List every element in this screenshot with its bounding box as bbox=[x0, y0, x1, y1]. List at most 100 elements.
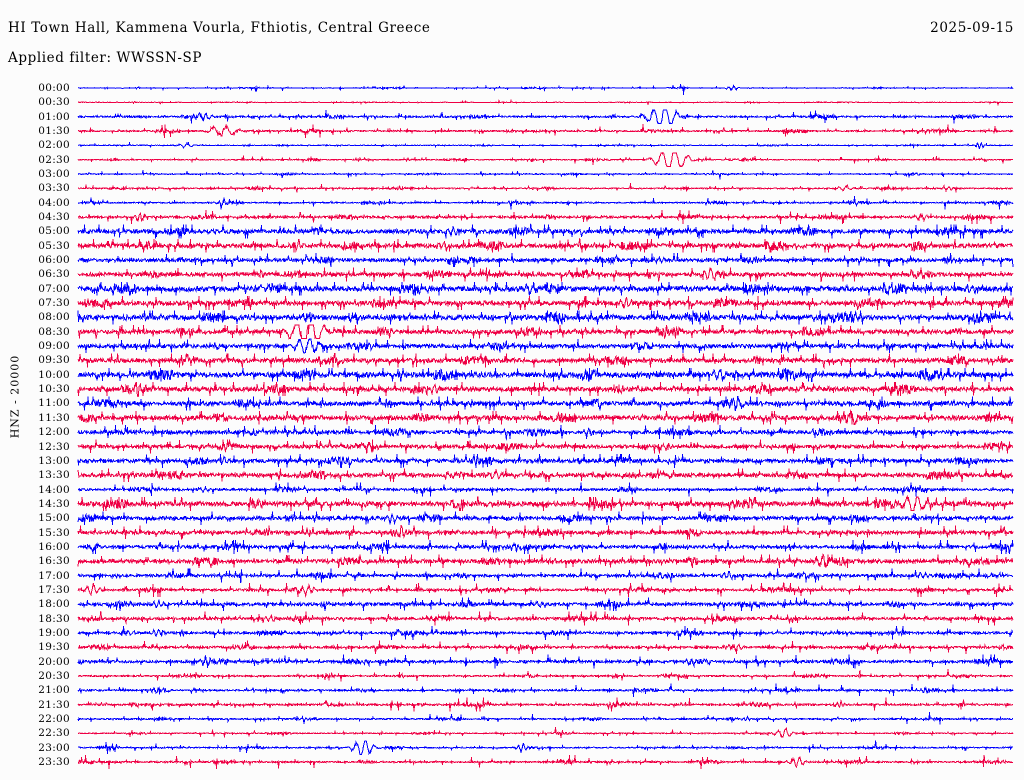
seismic-trace bbox=[77, 495, 1014, 512]
time-label-0300: 03:00 bbox=[38, 168, 70, 181]
seismic-trace bbox=[77, 610, 1014, 626]
time-label-0900: 09:00 bbox=[38, 340, 70, 353]
time-label-0000: 00:00 bbox=[38, 82, 70, 94]
time-label-2030: 20:30 bbox=[38, 669, 70, 682]
record-date: 2025-09-15 bbox=[930, 20, 1014, 36]
seismic-trace bbox=[77, 281, 1014, 296]
seismic-trace bbox=[77, 726, 1014, 739]
seismic-trace bbox=[77, 223, 1014, 239]
time-label-0830: 08:30 bbox=[38, 325, 70, 338]
time-label-0230: 02:30 bbox=[38, 153, 70, 166]
time-label-1000: 10:00 bbox=[38, 368, 70, 381]
seismic-trace bbox=[77, 183, 1014, 193]
time-label-1630: 16:30 bbox=[38, 555, 70, 568]
seismic-trace bbox=[77, 524, 1014, 540]
seismic-trace bbox=[77, 539, 1014, 554]
time-label-1900: 19:00 bbox=[38, 626, 70, 639]
time-label-2100: 21:00 bbox=[38, 684, 70, 697]
seismic-trace bbox=[77, 625, 1014, 640]
seismic-trace bbox=[77, 123, 1014, 138]
time-label-1200: 12:00 bbox=[38, 426, 70, 439]
seismic-trace bbox=[77, 683, 1014, 698]
page-title: HI Town Hall, Kammena Vourla, Fthiotis, … bbox=[8, 20, 431, 36]
time-label-1400: 14:00 bbox=[38, 483, 70, 496]
applied-filter-label: Applied filter: WWSSN-SP bbox=[8, 50, 203, 66]
seismic-trace bbox=[77, 382, 1014, 398]
time-label-2000: 20:00 bbox=[38, 655, 70, 668]
time-label-0630: 06:30 bbox=[38, 268, 70, 281]
seismic-trace bbox=[77, 654, 1014, 669]
seismic-trace bbox=[77, 338, 1014, 354]
time-label-0730: 07:30 bbox=[38, 297, 70, 310]
time-label-0600: 06:00 bbox=[38, 254, 70, 267]
time-label-0530: 05:30 bbox=[38, 239, 70, 252]
time-label-0500: 05:00 bbox=[38, 225, 70, 238]
time-label-1130: 11:30 bbox=[38, 411, 70, 424]
time-label-1100: 11:00 bbox=[38, 397, 70, 410]
time-label-1800: 18:00 bbox=[38, 598, 70, 611]
seismic-trace bbox=[77, 553, 1014, 569]
time-label-1830: 18:30 bbox=[38, 612, 70, 625]
seismic-trace bbox=[77, 210, 1014, 224]
time-label-1930: 19:30 bbox=[38, 641, 70, 654]
time-label-0100: 01:00 bbox=[38, 110, 70, 123]
seismic-trace bbox=[77, 353, 1014, 370]
seismic-trace bbox=[77, 511, 1014, 526]
seismic-trace bbox=[77, 755, 1014, 769]
seismic-trace bbox=[77, 310, 1014, 325]
seismic-trace bbox=[77, 453, 1014, 468]
time-label-2130: 21:30 bbox=[38, 698, 70, 711]
time-label-0700: 07:00 bbox=[38, 282, 70, 295]
seismic-trace bbox=[77, 237, 1014, 253]
seismic-trace bbox=[77, 425, 1014, 441]
seismic-trace bbox=[77, 98, 1014, 106]
seismic-trace bbox=[77, 597, 1014, 612]
time-label-2300: 23:00 bbox=[38, 741, 70, 754]
time-label-0200: 02:00 bbox=[38, 139, 70, 152]
time-label-2330: 23:30 bbox=[38, 755, 70, 768]
time-label-1530: 15:30 bbox=[38, 526, 70, 539]
time-label-0130: 01:30 bbox=[38, 125, 70, 138]
seismic-trace bbox=[77, 740, 1014, 756]
seismic-trace bbox=[77, 267, 1014, 283]
time-label-0030: 00:30 bbox=[38, 96, 70, 109]
seismic-trace bbox=[77, 582, 1014, 598]
time-label-1300: 13:00 bbox=[38, 454, 70, 467]
time-label-1230: 12:30 bbox=[38, 440, 70, 453]
time-label-1700: 17:00 bbox=[38, 569, 70, 582]
seismic-trace bbox=[77, 195, 1014, 210]
seismic-trace bbox=[77, 697, 1014, 712]
seismic-trace bbox=[77, 409, 1014, 426]
seismic-trace bbox=[77, 170, 1014, 180]
seismic-trace bbox=[77, 482, 1014, 497]
time-label-1030: 10:30 bbox=[38, 383, 70, 396]
seismic-trace bbox=[77, 83, 1014, 95]
time-label-2200: 22:00 bbox=[38, 712, 70, 725]
time-label-1500: 15:00 bbox=[38, 512, 70, 525]
time-label-0930: 09:30 bbox=[38, 354, 70, 367]
seismic-trace bbox=[77, 396, 1014, 411]
time-label-0800: 08:00 bbox=[38, 311, 70, 324]
seismic-trace bbox=[77, 140, 1014, 150]
helicorder-plot bbox=[0, 78, 1024, 774]
seismic-trace bbox=[77, 568, 1013, 584]
seismic-trace bbox=[77, 367, 1014, 383]
seismic-trace bbox=[77, 712, 1014, 725]
time-label-1600: 16:00 bbox=[38, 540, 70, 553]
seismic-trace bbox=[77, 109, 1014, 125]
time-label-1430: 14:30 bbox=[38, 497, 70, 510]
seismic-trace bbox=[77, 323, 1014, 340]
time-label-0330: 03:30 bbox=[38, 182, 70, 195]
seismic-trace bbox=[77, 152, 1014, 168]
seismic-trace bbox=[77, 468, 1014, 483]
time-label-2230: 22:30 bbox=[38, 727, 70, 740]
seismic-trace bbox=[77, 296, 1014, 311]
time-label-0400: 04:00 bbox=[38, 196, 70, 209]
time-label-1330: 13:30 bbox=[38, 469, 70, 482]
seismic-trace bbox=[77, 669, 1014, 682]
seismic-trace bbox=[77, 439, 1014, 454]
time-label-0430: 04:30 bbox=[38, 211, 70, 224]
seismic-trace bbox=[77, 640, 1014, 655]
seismic-trace bbox=[77, 253, 1014, 268]
